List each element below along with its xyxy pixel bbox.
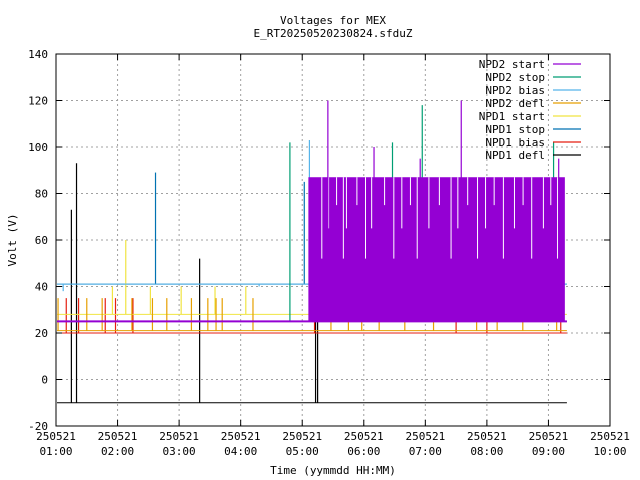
x-tick-date-label: 250521 [590,430,630,443]
data-series [57,100,567,404]
series-band-gap [542,177,544,229]
x-tick-time-label: 07:00 [409,445,442,458]
series-npd2-defl [57,298,567,332]
y-tick-label: -20 [28,420,48,433]
y-tick-label: 40 [35,281,48,294]
series-npd2-start [57,100,567,323]
series-band-gap [328,177,330,229]
legend-label-npd1-start: NPD1 start [479,110,545,123]
x-tick-date-label: 250521 [467,430,507,443]
x-tick-time-label: 06:00 [347,445,380,458]
series-band [308,177,565,322]
series-band-gap [557,177,559,259]
series-band-gap [401,177,403,229]
y-tick-label: 60 [35,234,48,247]
axis-ticks: -20 0 20 40 60 80 100 120 140 250521 01:00 250521 02… [28,48,630,458]
x-tick-date-label: 250521 [98,430,138,443]
series-band-gap [485,177,487,229]
x-tick-time-label: 10:00 [593,445,626,458]
legend-label-npd2-stop: NPD2 stop [485,71,545,84]
y-tick-label: 120 [28,95,48,108]
series-band-gap [477,177,479,259]
series-band-gap [502,177,504,259]
series-band-gap [345,177,347,229]
series-band-gap [384,177,386,206]
series-band-gap [409,177,411,206]
y-tick-label: 100 [28,141,48,154]
x-tick-time-label: 05:00 [286,445,319,458]
x-tick-date-label: 250521 [159,430,199,443]
series-band-gap [438,177,440,206]
series-band-gap [365,177,367,259]
y-tick-label: 0 [41,374,48,387]
legend-label-npd2-defl: NPD2 defl [485,97,545,110]
x-tick-time-label: 08:00 [470,445,503,458]
series-band-gap [522,177,524,206]
series-band-gap [531,177,533,259]
series-band-gap [428,177,430,229]
x-tick-date-label: 250521 [221,430,261,443]
series-band-gap [356,177,358,206]
x-tick-time-label: 09:00 [532,445,565,458]
x-tick-date-label: 250521 [36,430,76,443]
series-band-gap [342,177,344,259]
y-axis-label: Volt (V) [6,214,19,267]
x-tick-time-label: 02:00 [101,445,134,458]
x-tick-date-label: 250521 [405,430,445,443]
x-tick-date-label: 250521 [529,430,569,443]
chart-subtitle: E_RT20250520230824.sfduZ [254,27,413,40]
series-band-gap [467,177,469,206]
x-tick-date-label: 250521 [282,430,322,443]
x-tick-time-label: 03:00 [163,445,196,458]
y-tick-label: 80 [35,188,48,201]
series-band-gap [371,177,373,229]
series-band-gap [336,177,338,206]
legend-label-npd2-bias: NPD2 bias [485,84,545,97]
legend-label-npd1-defl: NPD1 defl [485,149,545,162]
x-tick-time-label: 01:00 [39,445,72,458]
x-tick-time-label: 04:00 [224,445,257,458]
series-band-gap [513,177,515,229]
chart-title: Voltages for MEX [280,14,386,27]
series-band-gap [550,177,552,206]
series-band-gap [321,177,323,259]
y-tick-label: 20 [35,327,48,340]
legend-label-npd1-stop: NPD1 stop [485,123,545,136]
series-band-gap [416,177,418,259]
x-axis-label: Time (yymmdd HH:MM) [270,464,396,477]
y-tick-label: 140 [28,48,48,61]
legend-label-npd1-bias: NPD1 bias [485,136,545,149]
series-band-gap [393,177,395,259]
x-tick-date-label: 250521 [344,430,384,443]
series-band-gap [450,177,452,259]
legend-label-npd2-start: NPD2 start [479,58,545,71]
series-band-gap [493,177,495,206]
series-band-gap [457,177,459,229]
